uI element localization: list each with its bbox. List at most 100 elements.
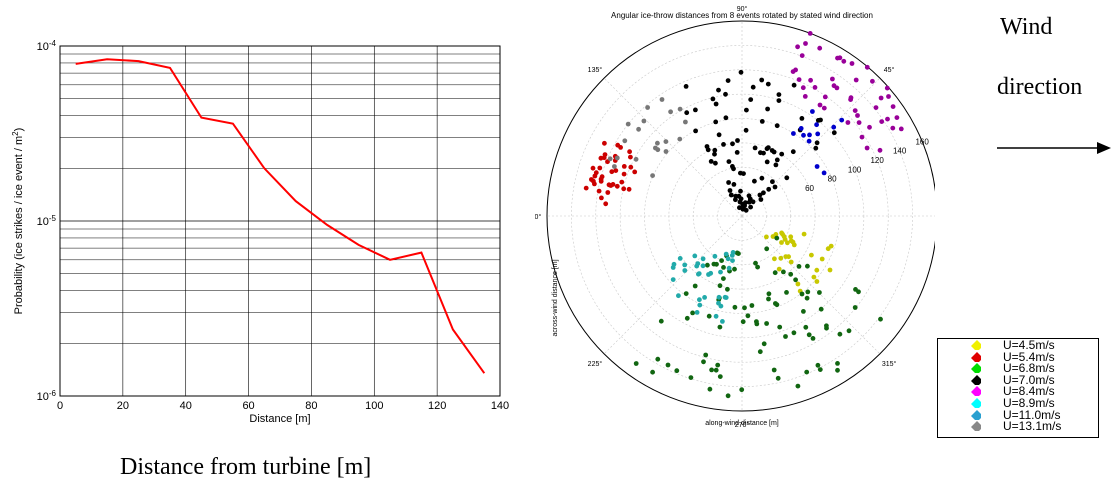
polar-point [771,149,777,155]
legend-label: U=8.4m/s [1003,384,1055,399]
polar-point [683,291,689,296]
polar-point [609,169,615,175]
polar-point [621,164,627,169]
polar-point [853,77,859,83]
polar-point [815,118,821,123]
legend-diamond-icon [971,363,981,374]
polar-point [886,94,891,99]
left-x-tick-label: 0 [57,400,63,412]
polar-point [795,44,800,50]
polar-point [821,105,827,111]
polar-point [793,277,798,283]
polar-point [864,64,870,70]
polar-spoke [741,215,881,355]
polar-point [853,287,858,292]
polar-point [734,150,740,155]
polar-point [713,367,719,373]
polar-point [830,76,835,82]
polar-point [778,255,784,261]
polar-point [674,368,680,374]
polar-point [788,271,794,277]
polar-point [822,94,828,100]
polar-point [835,55,840,61]
polar-point [742,305,747,311]
legend-label: U=7.0m/s [1003,372,1055,387]
polar-spoke [603,77,743,217]
polar-point [740,201,746,207]
polar-point [716,87,721,93]
polar-point [723,295,729,300]
legend-item: U=11.0m/s [938,408,1098,422]
polar-point [619,179,625,185]
polar-point [800,85,806,91]
polar-point [806,138,812,144]
left-y-tick-label: 10-5 [37,214,57,229]
polar-point [626,186,632,192]
polar-point [650,369,655,375]
polar-point [663,149,669,154]
legend-diamond-icon [971,398,981,408]
polar-point [713,119,719,125]
polar-point [801,132,806,138]
polar-point [795,383,801,389]
polar-point [718,303,724,309]
polar-point [759,175,765,181]
polar-point [677,136,683,142]
legend-item: U=13.1m/s [938,419,1098,433]
polar-point [813,145,819,151]
polar-point [703,352,709,358]
polar-point [735,138,740,143]
polar-point [738,69,744,75]
polar-point [770,179,775,185]
polar-point [807,31,813,36]
polar-point [741,171,746,177]
polar-point [682,262,688,268]
polar-y-axis-label: across-wind distance [m] [552,259,559,336]
polar-point [774,235,780,241]
polar-point [723,115,729,121]
wind-label: Wind [1000,14,1053,40]
polar-point [805,263,810,269]
polar-point [730,258,735,263]
polar-point [622,138,628,144]
polar-point [776,92,782,97]
polar-point [856,120,862,125]
polar-point [790,149,796,155]
polar-point [774,302,780,308]
polar-point [684,315,690,321]
polar-point [730,141,735,147]
wind-arrow-icon [997,142,1111,154]
polar-point [697,297,702,303]
polar-point [818,306,824,312]
polar-point [777,324,783,330]
polar-point [608,183,614,188]
polar-point [846,328,852,334]
polar-point [726,159,732,165]
polar-point [655,147,661,153]
polar-point [841,58,847,64]
polar-point [772,256,777,262]
polar-point [614,183,620,189]
polar-point [815,131,821,137]
polar-point [796,264,802,269]
polar-point [798,125,804,131]
left-x-tick-label: 20 [117,400,129,412]
polar-radial-label: 160 [915,137,929,146]
left-y-tick-label: 10-4 [37,39,57,54]
polar-point [781,269,786,275]
polar-point [668,109,673,115]
polar-angle-label: 270° [735,421,750,429]
polar-point [835,361,840,366]
legend-label: U=5.4m/s [1003,349,1055,364]
polar-point [772,270,778,276]
polar-point [702,295,707,300]
polar-point [614,155,620,161]
polar-point [814,164,820,169]
polar-point [750,84,756,90]
polar-point [705,262,710,268]
polar-point [748,204,753,210]
polar-point [727,188,733,193]
polar-point [873,105,879,110]
polar-point [774,123,780,129]
polar-point [765,81,771,87]
